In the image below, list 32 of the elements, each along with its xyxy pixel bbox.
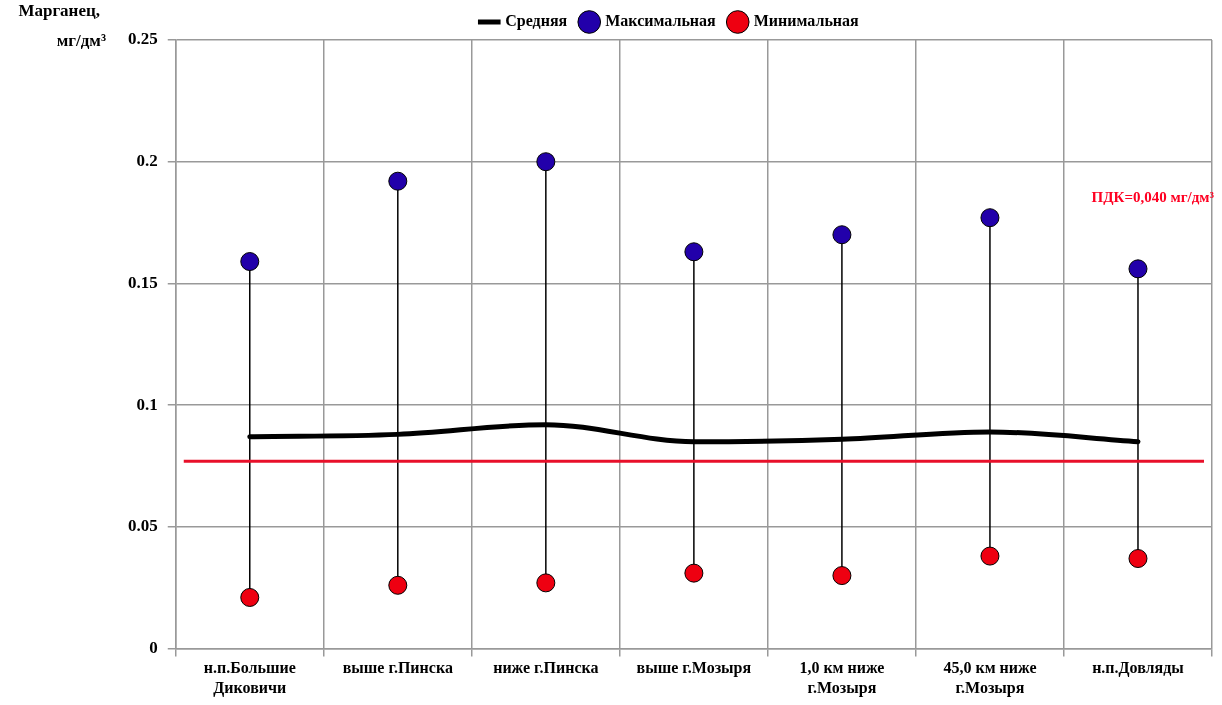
point — [1128, 549, 1148, 569]
legend-label: Максимальная — [605, 12, 717, 30]
point — [388, 575, 408, 595]
x-tick-label: выше г.Пинска — [342, 659, 453, 677]
legend-label: Средняя — [505, 12, 568, 31]
y-tick-label: 0 — [149, 637, 158, 657]
x-tick-label: 45,0 км ниже г.Мозыря — [943, 659, 1037, 697]
y-tick-label: 0.1 — [136, 394, 158, 414]
point — [684, 563, 704, 583]
point — [388, 171, 408, 191]
point — [684, 242, 704, 262]
x-tick-label: 1,0 км ниже г.Мозыря — [799, 659, 885, 697]
x-tick-label: н.п.Довляды — [1092, 659, 1185, 678]
point — [536, 573, 556, 593]
point — [240, 587, 260, 607]
y-tick-label: 0.25 — [128, 29, 158, 49]
y-tick-label: 0.15 — [128, 272, 158, 292]
x-tick-label: н.п.Большие Диковичи — [203, 659, 296, 697]
x-tick-label: выше г.Мозыря — [636, 659, 752, 678]
x-tick-label: ниже г.Пинска — [493, 659, 599, 677]
y-tick-label: 0.05 — [128, 516, 158, 536]
point — [536, 152, 556, 172]
point — [240, 252, 260, 272]
y-tick-label: 0.2 — [136, 151, 158, 171]
annotation: ПДК=0,040 мг/дм³ — [1091, 189, 1215, 206]
legend-label: Минимальная — [753, 12, 860, 30]
point — [832, 225, 852, 245]
y-axis-title: Марганец, мг/дм³ — [18, 1, 106, 50]
point — [980, 208, 1000, 228]
point — [832, 566, 852, 586]
point — [980, 546, 1000, 566]
point — [1128, 259, 1148, 279]
